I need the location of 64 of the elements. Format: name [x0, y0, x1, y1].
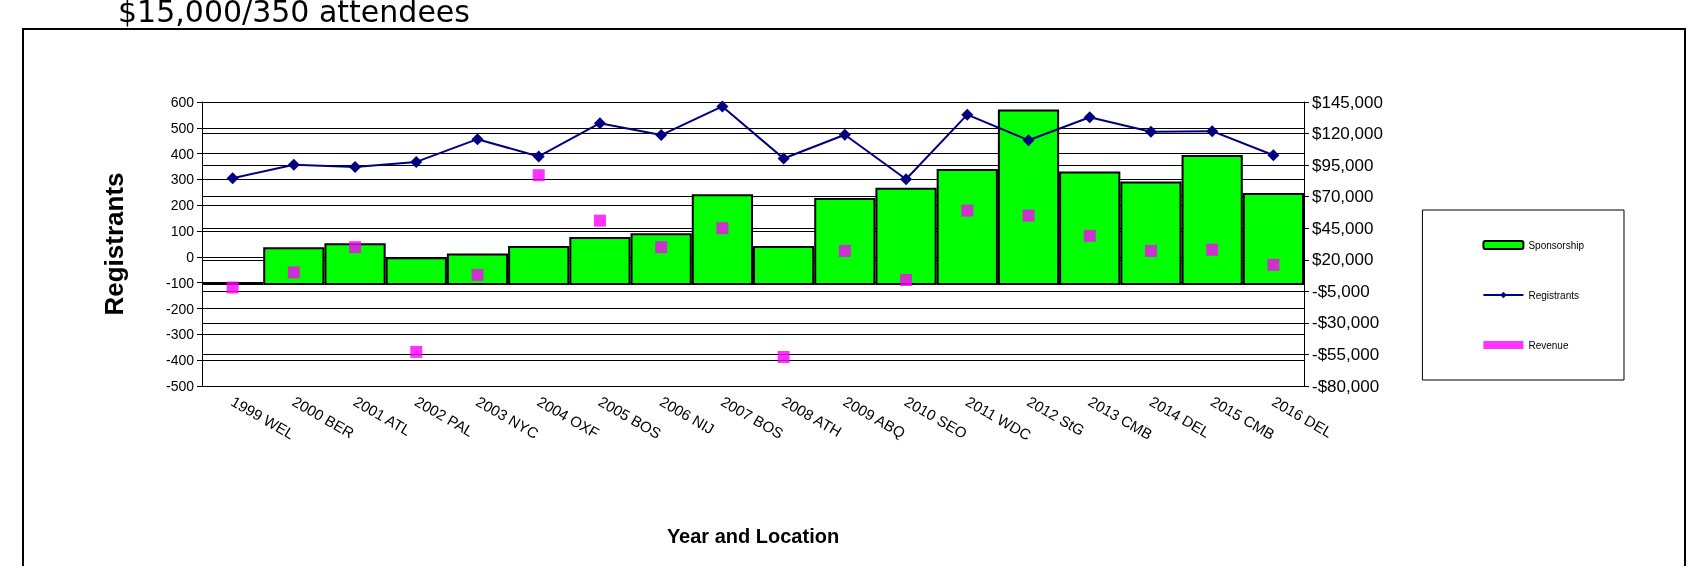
point [777, 152, 790, 165]
y2-tick-label: -$55,000 [1312, 344, 1380, 364]
point [716, 100, 729, 113]
point [593, 214, 606, 227]
point [1206, 125, 1219, 138]
point [287, 158, 300, 171]
point [1022, 209, 1035, 222]
point [961, 204, 974, 217]
point [777, 350, 790, 363]
point [471, 133, 484, 146]
point [1144, 125, 1157, 138]
point [471, 268, 484, 281]
y-tick-label: 600 [170, 94, 195, 110]
point [1144, 244, 1157, 257]
y2-tick-label: $45,000 [1312, 218, 1374, 238]
legend-label: Sponsorship [1528, 239, 1585, 251]
point [1267, 258, 1280, 271]
legend-label: Revenue [1528, 339, 1569, 351]
y-axis-title: Registrants [99, 172, 129, 316]
y-tick-label: -400 [165, 352, 195, 369]
legend-label: Registrants [1528, 289, 1579, 301]
y-tick-label: 500 [170, 119, 195, 136]
point [532, 150, 545, 163]
y2-tick-label: -$80,000 [1312, 376, 1380, 396]
y-tick-label: 400 [170, 145, 195, 162]
y2-tick-label: $70,000 [1312, 187, 1374, 207]
point [655, 241, 668, 254]
point [1206, 243, 1219, 256]
y2-tick-label: -$5,000 [1312, 281, 1370, 301]
y2-tick-label: $120,000 [1312, 124, 1383, 144]
point [838, 244, 851, 257]
point [349, 161, 362, 174]
point [838, 128, 851, 141]
y2-tick-label: $95,000 [1312, 155, 1374, 175]
point [900, 273, 913, 286]
y2-tick-label: $20,000 [1312, 250, 1374, 270]
text: $15,000/350 attendees [118, 0, 470, 29]
point [593, 117, 606, 130]
point [655, 129, 668, 142]
y-tick-label: 200 [170, 197, 195, 214]
point [532, 169, 545, 182]
y-tick-label: 300 [170, 171, 195, 188]
y-tick-label: -300 [165, 326, 195, 343]
point [410, 345, 423, 358]
point [1267, 149, 1280, 162]
point [226, 281, 239, 294]
point [961, 108, 974, 121]
point [1083, 229, 1096, 242]
y-tick-label: 0 [186, 248, 195, 265]
y-tick-label: -200 [165, 300, 195, 317]
point [349, 241, 362, 254]
point [1022, 134, 1035, 147]
point [226, 172, 239, 185]
point [900, 173, 913, 186]
y2-tick-label: $145,000 [1312, 92, 1383, 112]
y-tick-label: 100 [170, 223, 195, 240]
y-tick-label: -500 [165, 378, 195, 394]
y-tick-label: -100 [165, 274, 195, 291]
point [716, 222, 729, 235]
point [287, 266, 300, 279]
x-axis-title: Year and Location [666, 525, 840, 547]
y2-tick-label: -$30,000 [1312, 313, 1380, 333]
point [1083, 111, 1096, 124]
point [410, 155, 423, 168]
